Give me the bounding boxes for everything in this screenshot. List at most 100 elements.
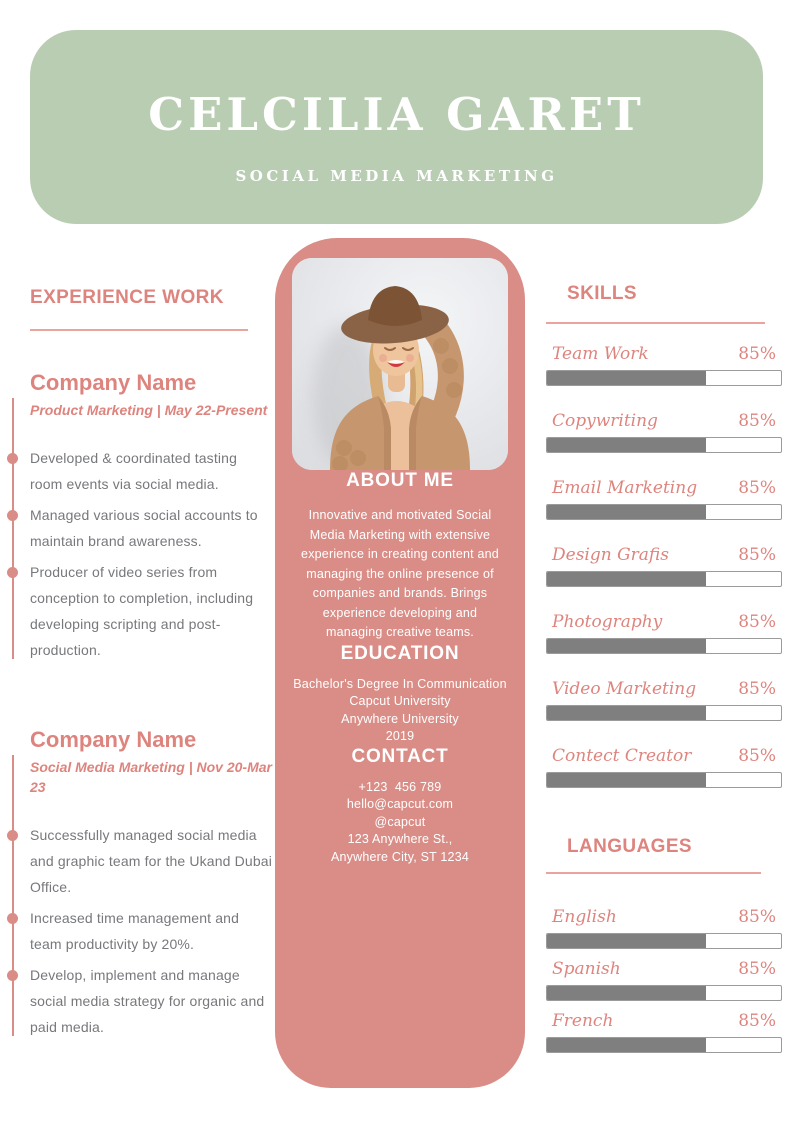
languages-divider [546,872,761,874]
skill-label-row: Copywriting 85% [546,411,782,433]
company-name: Company Name [30,727,197,752]
skill-label: Team Work [552,344,649,364]
language-label: Spanish [552,959,621,979]
language-progress-bar [546,985,782,1001]
person-job-title: SOCIAL MEDIA MARKETING [235,167,558,185]
language-label-row: Spanish 85% [546,959,782,981]
skill-progress-bar [546,772,782,788]
skill-progress-bar [546,504,782,520]
about-text: Innovative and motivated Social Media Ma… [301,508,499,639]
education-lines: Bachelor's Degree In Communication Capcu… [280,676,520,746]
skill-label: Email Marketing [552,478,698,498]
skill-progress-bar [546,370,782,386]
skill-row: Email Marketing 85% [546,478,782,520]
job-bullet: Successfully managed social media and gr… [7,822,272,900]
about-heading: ABOUT ME [346,470,454,491]
education-line: Anywhere University [341,711,459,726]
skill-label: Photography [552,612,663,632]
skill-label-row: Photography 85% [546,612,782,634]
job-bullet: Producer of video series from conception… [7,559,272,663]
education-line: Bachelor's Degree In Communication [293,676,507,691]
header-banner: CELCILIA GARET SOCIAL MEDIA MARKETING [30,30,763,224]
skill-progress-fill [547,773,707,787]
job-entry-2: Company Name Social Media Marketing | No… [7,727,272,1040]
language-row: Spanish 85% [546,959,782,1001]
skills-divider [546,322,765,324]
skill-progress-bar [546,437,782,453]
language-label: French [552,1011,614,1031]
skills-list: Team Work 85% Copywriting 85% [546,344,782,788]
skill-row: Photography 85% [546,612,782,654]
language-progress-bar [546,933,782,949]
skill-percent: 85% [738,478,776,498]
contact-lines: +123 456 789 hello@capcut.com @capcut 12… [280,779,520,867]
education-line: 2019 [385,729,415,743]
language-percent: 85% [738,959,776,979]
languages-section: LANGUAGES English 85% Spanish [546,836,782,1063]
job-bullet: Managed various social accounts to maint… [7,502,272,554]
languages-heading: LANGUAGES [567,836,692,857]
education-heading: EDUCATION [340,642,460,664]
experience-divider [30,329,248,331]
job-bullet-list: Successfully managed social media and gr… [7,822,272,1040]
skill-label-row: Contect Creator 85% [546,746,782,768]
skill-progress-fill [547,706,707,720]
skill-label: Copywriting [552,411,658,431]
skill-label: Video Marketing [552,679,697,699]
education-line: Capcut University [349,694,451,708]
skill-row: Contect Creator 85% [546,746,782,788]
experience-heading: EXPERIENCE WORK [30,287,224,308]
language-progress-fill [547,934,707,948]
skill-row: Copywriting 85% [546,411,782,453]
contact-line: +123 456 789 [358,779,442,794]
contact-line: 123 Anywhere St., [347,832,453,846]
timeline-line [12,755,14,1036]
job-role-dates: Social Media Marketing | Nov 20-Mar 23 [30,759,272,795]
job-role-dates: Product Marketing | May 22-Present [30,402,268,418]
skill-row: Video Marketing 85% [546,679,782,721]
skills-section: SKILLS Team Work 85% Copywriting [546,283,782,813]
job-bullet-list: Developed & coordinated tasting room eve… [7,445,272,663]
job-bullet: Develop, implement and manage social med… [7,962,272,1040]
person-name: CELCILIA GARET [148,88,645,141]
skills-heading: SKILLS [567,283,637,304]
skill-progress-bar [546,571,782,587]
language-label-row: English 85% [546,907,782,929]
profile-panel: ABOUT ME Innovative and motivated Social… [275,238,525,1088]
job-bullet: Developed & coordinated tasting room eve… [7,445,272,497]
language-row: French 85% [546,1011,782,1053]
skill-label-row: Team Work 85% [546,344,782,366]
skill-label-row: Design Grafis 85% [546,545,782,567]
skill-percent: 85% [738,411,776,431]
skill-progress-fill [547,438,707,452]
skill-percent: 85% [738,679,776,699]
portrait-photo [292,258,508,470]
skill-progress-fill [547,371,707,385]
portrait-illustration [292,258,508,470]
contact-heading: CONTACT [351,745,449,767]
skill-label-row: Email Marketing 85% [546,478,782,500]
contact-line: Anywhere City, ST 1234 [330,849,470,864]
language-row: English 85% [546,907,782,949]
skill-percent: 85% [738,545,776,565]
experience-section: EXPERIENCE WORK Company Name Product Mar… [7,287,272,1045]
skill-progress-bar [546,638,782,654]
language-percent: 85% [738,1011,776,1031]
job-bullet: Increased time management and team produ… [7,905,272,957]
skill-label: Contect Creator [552,746,692,766]
timeline-line [12,398,14,659]
skill-progress-fill [547,572,707,586]
language-progress-fill [547,986,707,1000]
contact-line: @capcut [374,814,426,829]
language-percent: 85% [738,907,776,927]
skill-progress-bar [546,705,782,721]
skill-label-row: Video Marketing 85% [546,679,782,701]
skill-progress-fill [547,639,707,653]
skill-percent: 85% [738,746,776,766]
job-entry-1: Company Name Product Marketing | May 22-… [7,370,272,663]
company-name: Company Name [30,370,197,395]
skill-percent: 85% [738,612,776,632]
language-label: English [552,907,617,927]
skill-label: Design Grafis [552,545,669,565]
